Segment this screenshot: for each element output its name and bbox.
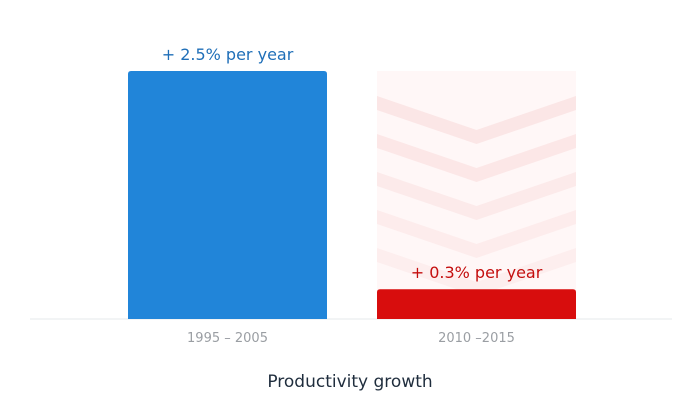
x-tick-label-2: 2010 –2015	[438, 331, 515, 346]
data-label-2: + 0.3% per year	[411, 263, 543, 282]
bar-2	[377, 289, 576, 319]
x-tick-label-1: 1995 – 2005	[187, 331, 268, 346]
decline-chevron	[377, 96, 576, 144]
chart-title: Productivity growth	[267, 372, 433, 392]
decline-chevron	[377, 134, 576, 182]
decline-chevron	[377, 210, 576, 258]
decline-chevron	[377, 172, 576, 220]
data-label-1: + 2.5% per year	[162, 45, 294, 64]
bar-1	[128, 71, 327, 319]
decline-chevron	[377, 248, 576, 296]
